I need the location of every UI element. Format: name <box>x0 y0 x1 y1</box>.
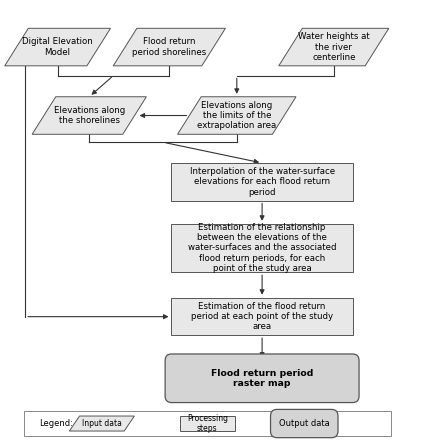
Text: Flood return period
raster map: Flood return period raster map <box>211 369 313 388</box>
Text: Interpolation of the water-surface
elevations for each flood return
period: Interpolation of the water-surface eleva… <box>190 167 335 197</box>
Text: Elevations along
the shorelines: Elevations along the shorelines <box>54 106 125 125</box>
FancyBboxPatch shape <box>171 163 353 201</box>
Text: Estimation of the flood return
period at each point of the study
area: Estimation of the flood return period at… <box>191 302 333 331</box>
FancyBboxPatch shape <box>171 298 353 335</box>
Polygon shape <box>113 28 225 66</box>
FancyBboxPatch shape <box>271 409 338 438</box>
Polygon shape <box>279 28 389 66</box>
Text: Water heights at
the river
centerline: Water heights at the river centerline <box>298 32 370 62</box>
Text: Flood return
period shorelines: Flood return period shorelines <box>132 37 206 57</box>
Text: Output data: Output data <box>279 419 330 428</box>
FancyBboxPatch shape <box>24 412 391 435</box>
Text: Digital Elevation
Model: Digital Elevation Model <box>22 37 93 57</box>
Text: Estimation of the relationship
between the elevations of the
water-surfaces and : Estimation of the relationship between t… <box>188 223 336 273</box>
FancyBboxPatch shape <box>180 416 235 431</box>
FancyBboxPatch shape <box>171 224 353 272</box>
Text: Processing
steps: Processing steps <box>187 414 228 433</box>
FancyBboxPatch shape <box>165 354 359 403</box>
Text: Input data: Input data <box>82 419 122 428</box>
Polygon shape <box>178 97 296 134</box>
Text: Elevations along
the limits of the
extrapolation area: Elevations along the limits of the extra… <box>197 101 276 130</box>
Polygon shape <box>32 97 146 134</box>
Polygon shape <box>69 416 135 431</box>
Polygon shape <box>5 28 110 66</box>
Text: Legend:: Legend: <box>38 419 72 428</box>
